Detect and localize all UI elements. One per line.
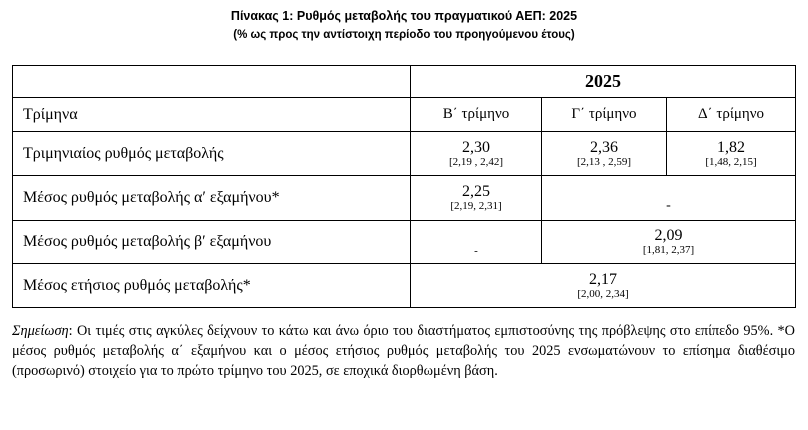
year-header: 2025: [410, 65, 796, 98]
table-subtitle: (% ως προς την αντίστοιχη περίοδο του πρ…: [233, 29, 575, 41]
note-lead: Σημείωση: [12, 323, 69, 339]
value: 2,25: [462, 183, 490, 200]
row-label: Μέσος ρυθμός μεταβολής α′ εξαμήνου*: [12, 175, 411, 221]
gdp-growth-table: 2025 Τρίμηνα Β΄ τρίμηνο Γ΄ τρίμηνο Δ΄ τρ…: [12, 65, 796, 308]
row-label: Μέσος ρυθμός μεταβολής β′ εξαμήνου: [12, 220, 411, 264]
empty-value: -: [541, 175, 796, 221]
value-cell: 2,09 [1,81, 2,37]: [541, 220, 796, 264]
quarter-header: Γ΄ τρίμηνο: [541, 97, 667, 132]
table-row: Μέσος ρυθμός μεταβολής β′ εξαμήνου - 2,0…: [12, 220, 796, 264]
table-row: 2025: [12, 65, 796, 98]
confidence-interval: [1,48, 2,15]: [705, 155, 757, 168]
value-cell: 1,82 [1,48, 2,15]: [666, 131, 796, 176]
row-label: Τριμηνιαίος ρυθμός μεταβολής: [12, 131, 411, 176]
value: 2,09: [654, 227, 683, 244]
confidence-interval: [2,00, 2,34]: [577, 287, 629, 300]
row-label: Μέσος ετήσιος ρυθμός μεταβολής*: [12, 263, 411, 308]
table-row: Μέσος ετήσιος ρυθμός μεταβολής* 2,17 [2,0…: [12, 263, 796, 308]
table-row: Τριμηνιαίος ρυθμός μεταβολής 2,30 [2,19 ,…: [12, 131, 796, 176]
value-cell: 2,36 [2,13 , 2,59]: [541, 131, 667, 176]
table-title: Πίνακας 1: Ρυθμός μεταβολής του πραγματι…: [230, 9, 578, 23]
confidence-interval: [2,13 , 2,59]: [576, 155, 632, 168]
confidence-interval: [1,81, 2,37]: [642, 244, 695, 256]
confidence-interval: [2,19 , 2,42]: [448, 155, 504, 168]
value: 2,17: [589, 270, 617, 288]
empty-cell: [12, 65, 411, 98]
confidence-interval: [2,19, 2,31]: [450, 200, 502, 212]
table-row: Τρίμηνα Β΄ τρίμηνο Γ΄ τρίμηνο Δ΄ τρίμηνο: [12, 97, 796, 132]
table-row: Μέσος ρυθμός μεταβολής α′ εξαμήνου* 2,25…: [12, 175, 796, 221]
value-cell: 2,30 [2,19 , 2,42]: [410, 131, 542, 176]
note-text: : Οι τιμές στις αγκύλες δείχνουν το κάτω…: [12, 323, 795, 379]
quarter-header: Δ΄ τρίμηνο: [666, 97, 796, 132]
value: 1,82: [717, 138, 745, 156]
quarter-header: Β΄ τρίμηνο: [410, 97, 542, 132]
row-label: Τρίμηνα: [12, 97, 411, 132]
value-cell: 2,17 [2,00, 2,34]: [410, 263, 796, 308]
value: 2,36: [590, 138, 618, 156]
value-cell: 2,25 [2,19, 2,31]: [410, 175, 542, 221]
empty-value: -: [410, 220, 542, 264]
footnote: Σημείωση: Οι τιμές στις αγκύλες δείχνουν…: [12, 321, 795, 381]
value: 2,30: [462, 138, 490, 156]
